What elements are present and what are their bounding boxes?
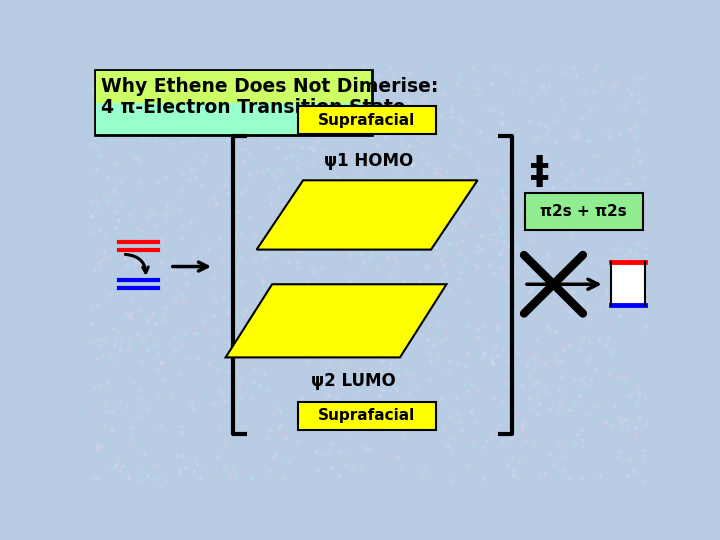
FancyBboxPatch shape — [297, 402, 436, 430]
FancyBboxPatch shape — [96, 71, 372, 103]
Text: 4 π-Electron Transition State: 4 π-Electron Transition State — [101, 98, 405, 117]
FancyBboxPatch shape — [96, 103, 372, 134]
Text: Suprafacial: Suprafacial — [318, 408, 415, 423]
Polygon shape — [225, 284, 446, 357]
Text: ‡: ‡ — [530, 153, 549, 192]
FancyBboxPatch shape — [297, 106, 436, 134]
Text: π2s + π2s: π2s + π2s — [540, 204, 627, 219]
FancyBboxPatch shape — [525, 193, 642, 230]
Text: ψ2 LUMO: ψ2 LUMO — [311, 372, 396, 389]
Polygon shape — [256, 180, 477, 249]
Text: Why Ethene Does Not Dimerise:: Why Ethene Does Not Dimerise: — [101, 77, 438, 96]
Text: Suprafacial: Suprafacial — [318, 113, 415, 128]
FancyBboxPatch shape — [96, 70, 372, 135]
Bar — [611, 262, 645, 305]
Text: ψ1 HOMO: ψ1 HOMO — [325, 152, 413, 170]
